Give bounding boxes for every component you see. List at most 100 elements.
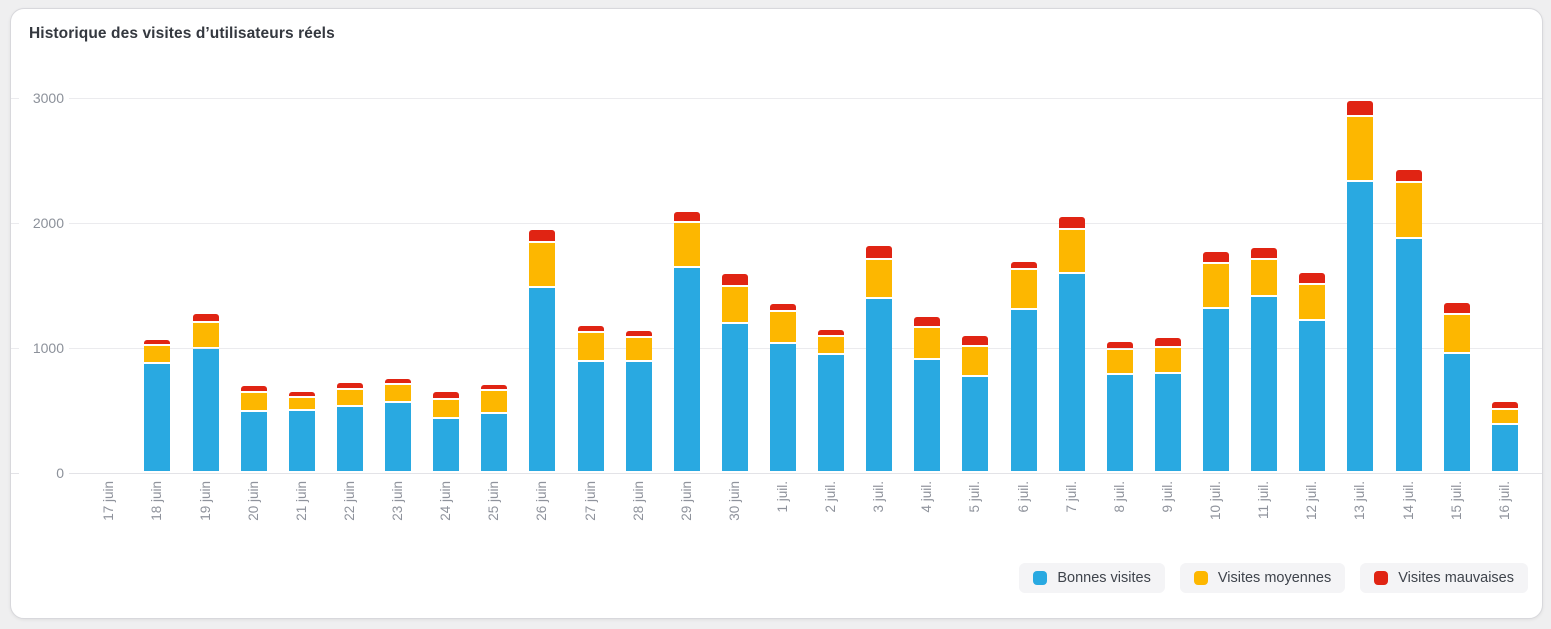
bar-stack[interactable] bbox=[769, 303, 796, 471]
bar-segment-visites-moyennes[interactable] bbox=[288, 398, 315, 409]
bar-segment-bonnes-visites[interactable] bbox=[1443, 354, 1470, 471]
bar-segment-visites-moyennes[interactable] bbox=[1058, 230, 1085, 272]
bar-segment-visites-mauvaises[interactable] bbox=[625, 331, 652, 336]
bar-segment-visites-mauvaises[interactable] bbox=[1395, 170, 1422, 182]
bar-segment-visites-moyennes[interactable] bbox=[1106, 349, 1133, 373]
bar-stack[interactable] bbox=[433, 392, 460, 471]
bar-segment-bonnes-visites[interactable] bbox=[866, 299, 893, 471]
bar-segment-visites-moyennes[interactable] bbox=[914, 327, 941, 358]
bar-segment-visites-moyennes[interactable] bbox=[818, 337, 845, 354]
bar-segment-visites-moyennes[interactable] bbox=[721, 286, 748, 322]
bar-stack[interactable] bbox=[1347, 101, 1374, 471]
bar-segment-visites-mauvaises[interactable] bbox=[1347, 101, 1374, 116]
bar-segment-bonnes-visites[interactable] bbox=[769, 343, 796, 471]
bar-segment-visites-mauvaises[interactable] bbox=[336, 383, 363, 389]
bar-stack[interactable] bbox=[192, 313, 219, 471]
bar-segment-visites-mauvaises[interactable] bbox=[481, 384, 508, 389]
legend-item-visites-mauvaises[interactable]: Visites mauvaises bbox=[1360, 563, 1528, 593]
bar-segment-visites-mauvaises[interactable] bbox=[866, 246, 893, 258]
bar-segment-bonnes-visites[interactable] bbox=[1203, 308, 1230, 471]
bar-stack[interactable] bbox=[1106, 342, 1133, 471]
bar-segment-visites-moyennes[interactable] bbox=[144, 345, 171, 362]
bar-segment-bonnes-visites[interactable] bbox=[1395, 239, 1422, 471]
bar-segment-bonnes-visites[interactable] bbox=[529, 287, 556, 471]
bar-segment-visites-mauvaises[interactable] bbox=[192, 313, 219, 321]
bar-segment-visites-moyennes[interactable] bbox=[769, 312, 796, 342]
bar-segment-bonnes-visites[interactable] bbox=[1491, 425, 1518, 471]
bar-segment-visites-moyennes[interactable] bbox=[433, 399, 460, 418]
bar-segment-visites-moyennes[interactable] bbox=[1443, 314, 1470, 353]
bar-segment-visites-mauvaises[interactable] bbox=[385, 378, 412, 384]
bar-segment-visites-mauvaises[interactable] bbox=[529, 230, 556, 241]
bar-segment-visites-mauvaises[interactable] bbox=[1106, 342, 1133, 348]
bar-stack[interactable] bbox=[1491, 402, 1518, 471]
bar-segment-visites-mauvaises[interactable] bbox=[288, 392, 315, 397]
bar-segment-bonnes-visites[interactable] bbox=[1154, 373, 1181, 471]
bar-segment-visites-moyennes[interactable] bbox=[1491, 410, 1518, 424]
bar-segment-visites-moyennes[interactable] bbox=[481, 390, 508, 412]
bar-segment-visites-mauvaises[interactable] bbox=[721, 273, 748, 285]
bar-stack[interactable] bbox=[529, 230, 556, 471]
bar-stack[interactable] bbox=[144, 339, 171, 471]
bar-segment-visites-moyennes[interactable] bbox=[1347, 117, 1374, 181]
bar-segment-bonnes-visites[interactable] bbox=[192, 348, 219, 471]
bar-stack[interactable] bbox=[577, 325, 604, 471]
bar-segment-bonnes-visites[interactable] bbox=[1010, 310, 1037, 471]
bar-stack[interactable] bbox=[288, 392, 315, 471]
bar-stack[interactable] bbox=[336, 383, 363, 471]
bar-segment-visites-moyennes[interactable] bbox=[962, 346, 989, 376]
bar-segment-bonnes-visites[interactable] bbox=[288, 411, 315, 471]
bar-stack[interactable] bbox=[673, 212, 700, 471]
bar-segment-bonnes-visites[interactable] bbox=[336, 406, 363, 471]
bar-stack[interactable] bbox=[1058, 217, 1085, 471]
bar-segment-bonnes-visites[interactable] bbox=[433, 419, 460, 471]
bar-segment-visites-moyennes[interactable] bbox=[1010, 269, 1037, 309]
bar-stack[interactable] bbox=[385, 378, 412, 471]
bar-stack[interactable] bbox=[1251, 248, 1278, 471]
bar-segment-visites-mauvaises[interactable] bbox=[1010, 262, 1037, 268]
bar-segment-bonnes-visites[interactable] bbox=[962, 377, 989, 471]
legend-item-visites-moyennes[interactable]: Visites moyennes bbox=[1179, 563, 1346, 593]
bar-segment-bonnes-visites[interactable] bbox=[625, 362, 652, 471]
bar-stack[interactable] bbox=[1443, 302, 1470, 471]
bar-segment-visites-mauvaises[interactable] bbox=[1154, 338, 1181, 346]
bar-segment-visites-moyennes[interactable] bbox=[192, 322, 219, 347]
bar-segment-bonnes-visites[interactable] bbox=[385, 402, 412, 471]
bar-stack[interactable] bbox=[866, 246, 893, 471]
bar-stack[interactable] bbox=[721, 273, 748, 471]
bar-segment-visites-mauvaises[interactable] bbox=[1203, 252, 1230, 262]
bar-segment-visites-moyennes[interactable] bbox=[1299, 285, 1326, 319]
bar-segment-visites-moyennes[interactable] bbox=[673, 223, 700, 266]
bar-segment-bonnes-visites[interactable] bbox=[1058, 273, 1085, 471]
bar-stack[interactable] bbox=[481, 384, 508, 471]
bar-segment-bonnes-visites[interactable] bbox=[240, 412, 267, 471]
bar-segment-visites-mauvaises[interactable] bbox=[962, 336, 989, 345]
bar-segment-visites-mauvaises[interactable] bbox=[914, 317, 941, 326]
bar-segment-visites-mauvaises[interactable] bbox=[577, 325, 604, 332]
bar-segment-visites-moyennes[interactable] bbox=[866, 259, 893, 298]
bar-segment-visites-mauvaises[interactable] bbox=[1443, 302, 1470, 313]
bar-segment-bonnes-visites[interactable] bbox=[1251, 296, 1278, 471]
bar-segment-bonnes-visites[interactable] bbox=[914, 359, 941, 471]
bar-segment-visites-moyennes[interactable] bbox=[529, 242, 556, 286]
bar-segment-bonnes-visites[interactable] bbox=[1347, 182, 1374, 471]
bar-segment-bonnes-visites[interactable] bbox=[144, 363, 171, 471]
legend-item-bonnes-visites[interactable]: Bonnes visites bbox=[1019, 563, 1165, 593]
bar-segment-visites-mauvaises[interactable] bbox=[240, 386, 267, 392]
bar-segment-visites-mauvaises[interactable] bbox=[818, 329, 845, 336]
bar-segment-visites-moyennes[interactable] bbox=[385, 385, 412, 401]
bar-stack[interactable] bbox=[1154, 338, 1181, 471]
bar-stack[interactable] bbox=[818, 329, 845, 471]
bar-stack[interactable] bbox=[240, 386, 267, 471]
bar-segment-bonnes-visites[interactable] bbox=[481, 413, 508, 471]
bar-segment-visites-mauvaises[interactable] bbox=[673, 212, 700, 222]
bar-segment-visites-moyennes[interactable] bbox=[336, 390, 363, 405]
bar-segment-visites-mauvaises[interactable] bbox=[1299, 273, 1326, 284]
bar-segment-visites-mauvaises[interactable] bbox=[1251, 248, 1278, 258]
bar-segment-visites-mauvaises[interactable] bbox=[1058, 217, 1085, 229]
bar-segment-visites-moyennes[interactable] bbox=[1203, 264, 1230, 307]
bar-segment-visites-moyennes[interactable] bbox=[577, 333, 604, 361]
bar-stack[interactable] bbox=[962, 336, 989, 471]
bar-segment-visites-mauvaises[interactable] bbox=[144, 339, 171, 344]
bar-segment-visites-moyennes[interactable] bbox=[1154, 347, 1181, 372]
